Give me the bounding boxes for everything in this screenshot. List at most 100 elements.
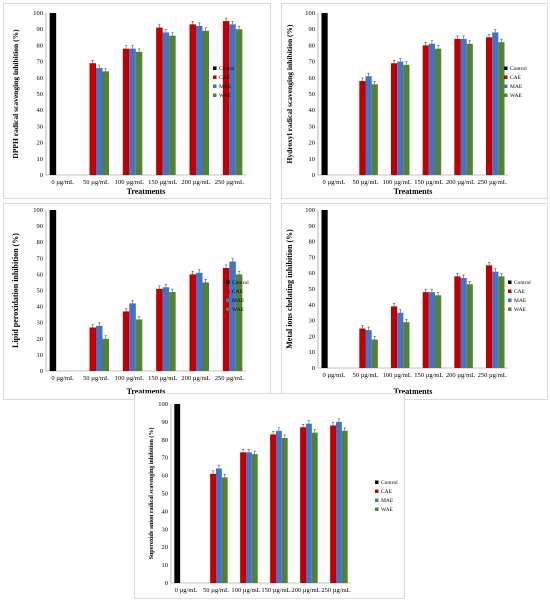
y-tick-label: 50 — [309, 286, 316, 293]
y-tick-label: 40 — [309, 302, 316, 309]
y-tick-label: 70 — [309, 59, 316, 66]
x-tick-label: 0 µg/mL — [175, 587, 198, 594]
x-tick-label: 200 µg/mL — [181, 179, 210, 186]
legend-label: MAE — [219, 84, 232, 90]
legend-swatch — [504, 84, 508, 88]
bar-mae-4 — [460, 38, 467, 175]
y-tick-label: 0 — [40, 368, 43, 375]
bar-mae-1 — [96, 68, 103, 175]
y-tick-label: 30 — [162, 526, 169, 533]
chart-panel-lipid: 0 10 20 30 40 50 60 70 80 90 100 0 µg/mL 50 µg/mL 100… — [3, 203, 271, 400]
bar-mae-2 — [397, 312, 404, 368]
y-tick-label: 50 — [162, 491, 169, 498]
y-tick-label: 10 — [309, 349, 316, 356]
x-tick-label: 100 µg/mL — [231, 587, 260, 594]
y-tick-label: 80 — [309, 42, 316, 49]
y-axis-title: DPPH radical scavenging inhibition (%) — [11, 29, 20, 159]
bar-wae-4 — [311, 432, 318, 583]
y-tick-label: 10 — [309, 156, 316, 163]
bar-cae-4 — [300, 427, 306, 583]
y-tick-label: 60 — [162, 473, 169, 480]
bar-wae-1 — [221, 477, 228, 583]
y-tick-label: 100 — [305, 10, 315, 17]
chart-panel-metal: 0 10 20 30 40 50 60 70 80 90 100 0 µg/mL 50 µg/mL 100… — [281, 203, 548, 400]
x-tick-label: 250 µg/mL — [215, 179, 244, 186]
legend-swatch — [504, 66, 508, 70]
y-tick-label: 0 — [165, 580, 168, 587]
y-tick-label: 30 — [309, 318, 316, 325]
y-tick-label: 50 — [309, 91, 316, 98]
y-tick-label: 0 — [312, 365, 315, 372]
y-tick-label: 60 — [309, 270, 316, 277]
legend-label: CAE — [510, 75, 522, 81]
x-tick-label: 0 µg/mL — [51, 375, 74, 382]
bar-mae-1 — [365, 76, 372, 175]
y-tick-label: 70 — [37, 59, 44, 66]
bar-control-0 — [321, 210, 328, 368]
y-tick-label: 90 — [309, 26, 316, 33]
y-tick-label: 60 — [37, 271, 44, 278]
y-tick-label: 20 — [37, 140, 44, 147]
bar-wae-5 — [235, 274, 243, 371]
hydroxyl-chart-svg: 0 10 20 30 40 50 60 70 80 90 100 0 µg/mL 50 µg/mL 100… — [285, 10, 527, 196]
bar-cae-3 — [422, 292, 429, 368]
bar-wae-4 — [202, 282, 209, 371]
legend-label: MAE — [381, 498, 394, 504]
bar-wae-2 — [403, 64, 410, 175]
metal-chart-svg: 0 10 20 30 40 50 60 70 80 90 100 0 µg/mL 50 µg/mL 100… — [285, 207, 531, 396]
bar-cae-4 — [454, 276, 461, 368]
bar-wae-1 — [371, 339, 378, 368]
bar-wae-1 — [102, 71, 109, 175]
legend-swatch — [226, 298, 230, 302]
bar-wae-4 — [466, 43, 473, 175]
y-tick-label: 70 — [37, 255, 44, 262]
y-axis-title: Lipid peroxidation inhibition (%) — [11, 233, 20, 348]
x-tick-label: 200 µg/mL — [446, 179, 475, 186]
bar-mae-2 — [129, 303, 136, 371]
x-tick-label: 50 µg/mL — [353, 372, 379, 379]
bar-mae-3 — [428, 43, 436, 175]
legend-swatch — [375, 480, 379, 484]
legend-swatch — [213, 93, 217, 97]
y-tick-label: 90 — [37, 26, 44, 33]
x-tick-label: 150 µg/mL — [148, 179, 177, 186]
y-tick-label: 10 — [37, 156, 44, 163]
legend-swatch — [375, 507, 379, 511]
y-tick-label: 20 — [162, 544, 169, 551]
bar-mae-5 — [492, 32, 499, 175]
legend-swatch — [508, 307, 512, 311]
legend-label: CAE — [219, 75, 231, 81]
bar-cae-3 — [270, 434, 276, 583]
bar-mae-1 — [216, 468, 222, 583]
bar-wae-3 — [169, 292, 176, 371]
x-tick-label: 200 µg/mL — [446, 372, 475, 379]
x-axis-title: Treatments — [394, 387, 433, 396]
y-tick-label: 80 — [309, 239, 316, 246]
legend-swatch — [508, 289, 512, 293]
x-tick-label: 200 µg/mL — [291, 587, 320, 594]
legend-label: Control — [514, 280, 531, 286]
chart-panel-superoxide: 0 10 20 30 40 50 60 70 80 90 100 0 µg/mL 50 µg/mL 100… — [134, 393, 405, 599]
x-tick-label: 150 µg/mL — [261, 587, 290, 594]
legend-swatch — [508, 280, 512, 284]
bar-control-0 — [174, 404, 181, 583]
bar-wae-1 — [102, 338, 109, 371]
bar-cae-4 — [189, 24, 196, 176]
bar-cae-1 — [359, 81, 366, 175]
legend-label: CAE — [232, 289, 244, 295]
x-tick-label: 50 µg/mL — [203, 587, 229, 594]
y-axis-title: Hydroxyl radical scavenging inhibition (… — [285, 24, 294, 164]
x-tick-label: 50 µg/mL — [83, 179, 109, 186]
y-tick-label: 90 — [309, 223, 316, 230]
y-tick-label: 50 — [37, 288, 44, 295]
bar-mae-1 — [365, 330, 372, 368]
bar-wae-4 — [202, 30, 209, 175]
x-tick-label: 50 µg/mL — [353, 179, 379, 186]
x-tick-label: 100 µg/mL — [383, 179, 412, 186]
bar-control-0 — [321, 13, 328, 175]
bar-cae-5 — [485, 37, 493, 175]
bar-cae-4 — [454, 38, 461, 175]
y-tick-label: 10 — [37, 352, 44, 359]
legend-label: WAE — [219, 93, 232, 99]
legend-swatch — [226, 307, 230, 311]
